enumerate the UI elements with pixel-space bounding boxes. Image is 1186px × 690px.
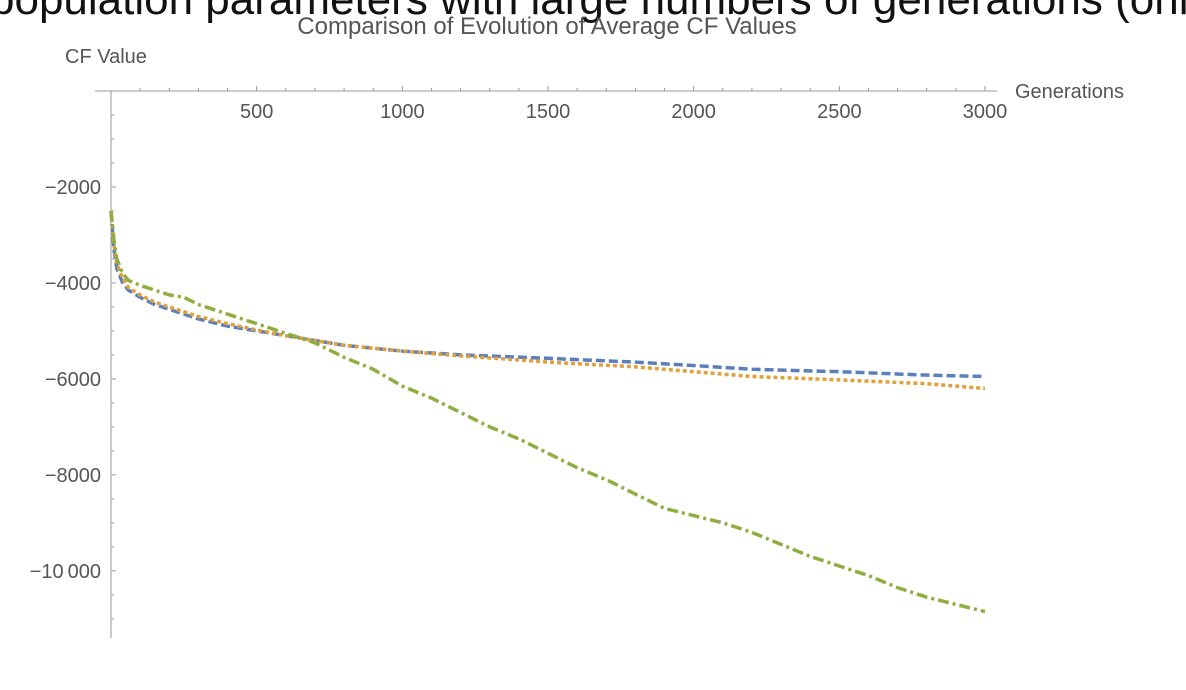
plot-area bbox=[109, 210, 986, 614]
x-tick-label: 2000 bbox=[671, 101, 716, 123]
y-tick-label: −2000 bbox=[45, 177, 101, 199]
y-tick-label: −8000 bbox=[45, 465, 101, 487]
chart-title: Comparison of Evolution of Average CF Va… bbox=[297, 13, 796, 40]
y-axis-label: CF Value bbox=[65, 46, 147, 68]
x-tick-label: 3000 bbox=[963, 101, 1008, 123]
y-tick-label: −4000 bbox=[45, 273, 101, 295]
series-line-3 bbox=[109, 210, 986, 614]
x-axis-label: Generations bbox=[1015, 81, 1124, 103]
series-line-1 bbox=[109, 210, 986, 379]
x-tick-label: 1000 bbox=[380, 101, 425, 123]
x-tick-label: 500 bbox=[240, 101, 273, 123]
page-header-text: population parameters with large numbers… bbox=[0, 0, 1186, 24]
x-tick-label: 1500 bbox=[526, 101, 571, 123]
x-tick-label: 2500 bbox=[817, 101, 862, 123]
y-tick-label: −6000 bbox=[45, 369, 101, 391]
axes: 500 1000 1500 2000 2500 3000 −2000 −4000 −6000 −8… bbox=[30, 86, 1008, 638]
y-tick-label: −10 000 bbox=[30, 561, 101, 583]
series-line-2 bbox=[109, 210, 986, 391]
